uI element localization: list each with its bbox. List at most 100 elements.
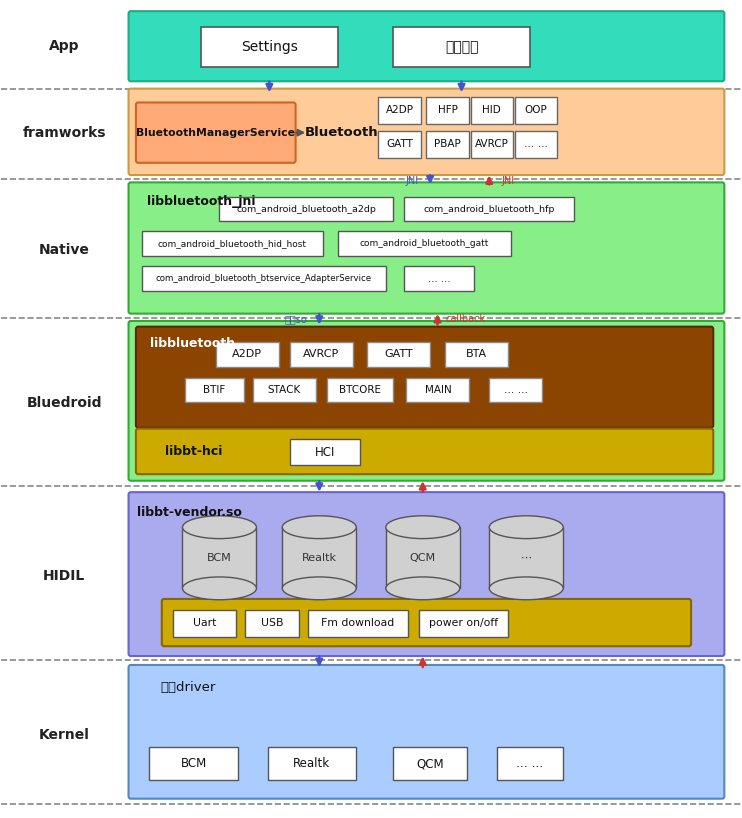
Text: JNI: JNI xyxy=(405,176,418,186)
Text: Realtk: Realtk xyxy=(302,553,337,563)
Bar xyxy=(216,342,278,366)
Text: QCM: QCM xyxy=(410,553,436,563)
Bar xyxy=(201,27,338,67)
Text: App: App xyxy=(49,39,79,53)
Ellipse shape xyxy=(183,577,257,600)
Text: A2DP: A2DP xyxy=(232,349,262,359)
Bar xyxy=(393,27,530,67)
Text: AVRCP: AVRCP xyxy=(475,139,509,149)
Text: A2DP: A2DP xyxy=(385,105,413,115)
Text: ⋯: ⋯ xyxy=(521,553,532,563)
Bar xyxy=(407,378,470,402)
FancyBboxPatch shape xyxy=(136,102,295,163)
Bar xyxy=(246,609,298,637)
Text: BluetoothManagerService: BluetoothManagerService xyxy=(137,128,295,137)
Text: QCM: QCM xyxy=(416,757,444,770)
FancyBboxPatch shape xyxy=(128,492,724,656)
Text: MAIN: MAIN xyxy=(424,385,451,395)
Bar xyxy=(308,609,408,637)
Text: Bluedroid: Bluedroid xyxy=(27,396,102,411)
FancyBboxPatch shape xyxy=(128,665,724,798)
Bar xyxy=(489,378,542,402)
Text: BCM: BCM xyxy=(207,553,232,563)
Text: BTA: BTA xyxy=(466,349,487,359)
Bar xyxy=(253,378,315,402)
Text: … …: … … xyxy=(524,139,548,149)
FancyBboxPatch shape xyxy=(136,326,713,428)
Ellipse shape xyxy=(282,516,356,538)
Text: com_android_bluetooth_a2dp: com_android_bluetooth_a2dp xyxy=(237,204,376,213)
Text: OOP: OOP xyxy=(525,105,548,115)
Bar xyxy=(185,378,244,402)
Bar xyxy=(142,267,386,290)
Text: power on/off: power on/off xyxy=(429,618,498,628)
Text: libbt-hci: libbt-hci xyxy=(165,445,223,458)
FancyBboxPatch shape xyxy=(136,429,713,474)
Bar xyxy=(515,131,557,158)
Bar xyxy=(326,378,393,402)
Ellipse shape xyxy=(489,577,563,600)
Bar xyxy=(386,528,460,588)
FancyBboxPatch shape xyxy=(128,182,724,313)
Bar xyxy=(367,342,430,366)
Text: com_android_bluetooth_hid_host: com_android_bluetooth_hid_host xyxy=(158,239,307,248)
Bar xyxy=(470,97,513,124)
Ellipse shape xyxy=(282,577,356,600)
Text: GATT: GATT xyxy=(384,349,413,359)
FancyBboxPatch shape xyxy=(128,11,724,81)
Bar xyxy=(289,439,360,465)
FancyBboxPatch shape xyxy=(128,321,724,481)
Text: HFP: HFP xyxy=(438,105,458,115)
FancyBboxPatch shape xyxy=(128,88,724,175)
Text: Native: Native xyxy=(39,243,90,257)
Text: HIDIL: HIDIL xyxy=(43,569,85,583)
Text: Kernel: Kernel xyxy=(39,728,90,742)
Text: libbluetooth: libbluetooth xyxy=(150,337,234,350)
Bar xyxy=(378,97,421,124)
Text: Settings: Settings xyxy=(241,40,298,54)
Text: PBAP: PBAP xyxy=(434,139,461,149)
Bar xyxy=(268,748,356,780)
Ellipse shape xyxy=(489,516,563,538)
Text: Uart: Uart xyxy=(193,618,217,628)
Text: BCM: BCM xyxy=(180,757,207,770)
Bar xyxy=(419,609,508,637)
Text: 芯片driver: 芯片driver xyxy=(160,681,215,694)
Text: … …: … … xyxy=(504,385,528,395)
Bar xyxy=(470,131,513,158)
Bar xyxy=(378,131,421,158)
Text: STACK: STACK xyxy=(268,385,301,395)
Bar xyxy=(496,748,563,780)
Bar xyxy=(445,342,508,366)
Ellipse shape xyxy=(386,516,460,538)
Text: Realtk: Realtk xyxy=(293,757,330,770)
Text: callback: callback xyxy=(445,314,486,324)
Bar xyxy=(393,748,467,780)
Text: … …: … … xyxy=(516,757,544,770)
Bar xyxy=(149,748,238,780)
Text: com_android_bluetooth_hfp: com_android_bluetooth_hfp xyxy=(424,204,555,213)
Ellipse shape xyxy=(386,577,460,600)
Text: … …: … … xyxy=(428,273,450,284)
Text: AVRCP: AVRCP xyxy=(303,349,339,359)
Bar xyxy=(338,231,511,256)
Bar xyxy=(289,342,352,366)
Bar xyxy=(142,231,323,256)
Text: Bluetooth: Bluetooth xyxy=(305,126,378,139)
Text: 三方应用: 三方应用 xyxy=(444,40,479,54)
Ellipse shape xyxy=(183,516,257,538)
Bar xyxy=(282,528,356,588)
Bar xyxy=(404,197,574,222)
Text: JNI: JNI xyxy=(501,176,514,186)
Bar xyxy=(489,528,563,588)
Text: libbt-vendor.so: libbt-vendor.so xyxy=(137,506,243,519)
Text: HCI: HCI xyxy=(315,446,335,459)
Text: Fm download: Fm download xyxy=(321,618,395,628)
Text: framworks: framworks xyxy=(22,127,106,141)
Text: BTIF: BTIF xyxy=(203,385,226,395)
Text: HID: HID xyxy=(482,105,502,115)
Text: GATT: GATT xyxy=(386,139,413,149)
Text: libbluetooth_jni: libbluetooth_jni xyxy=(147,195,255,208)
Text: 加载so: 加载so xyxy=(284,314,307,324)
Bar xyxy=(427,131,469,158)
